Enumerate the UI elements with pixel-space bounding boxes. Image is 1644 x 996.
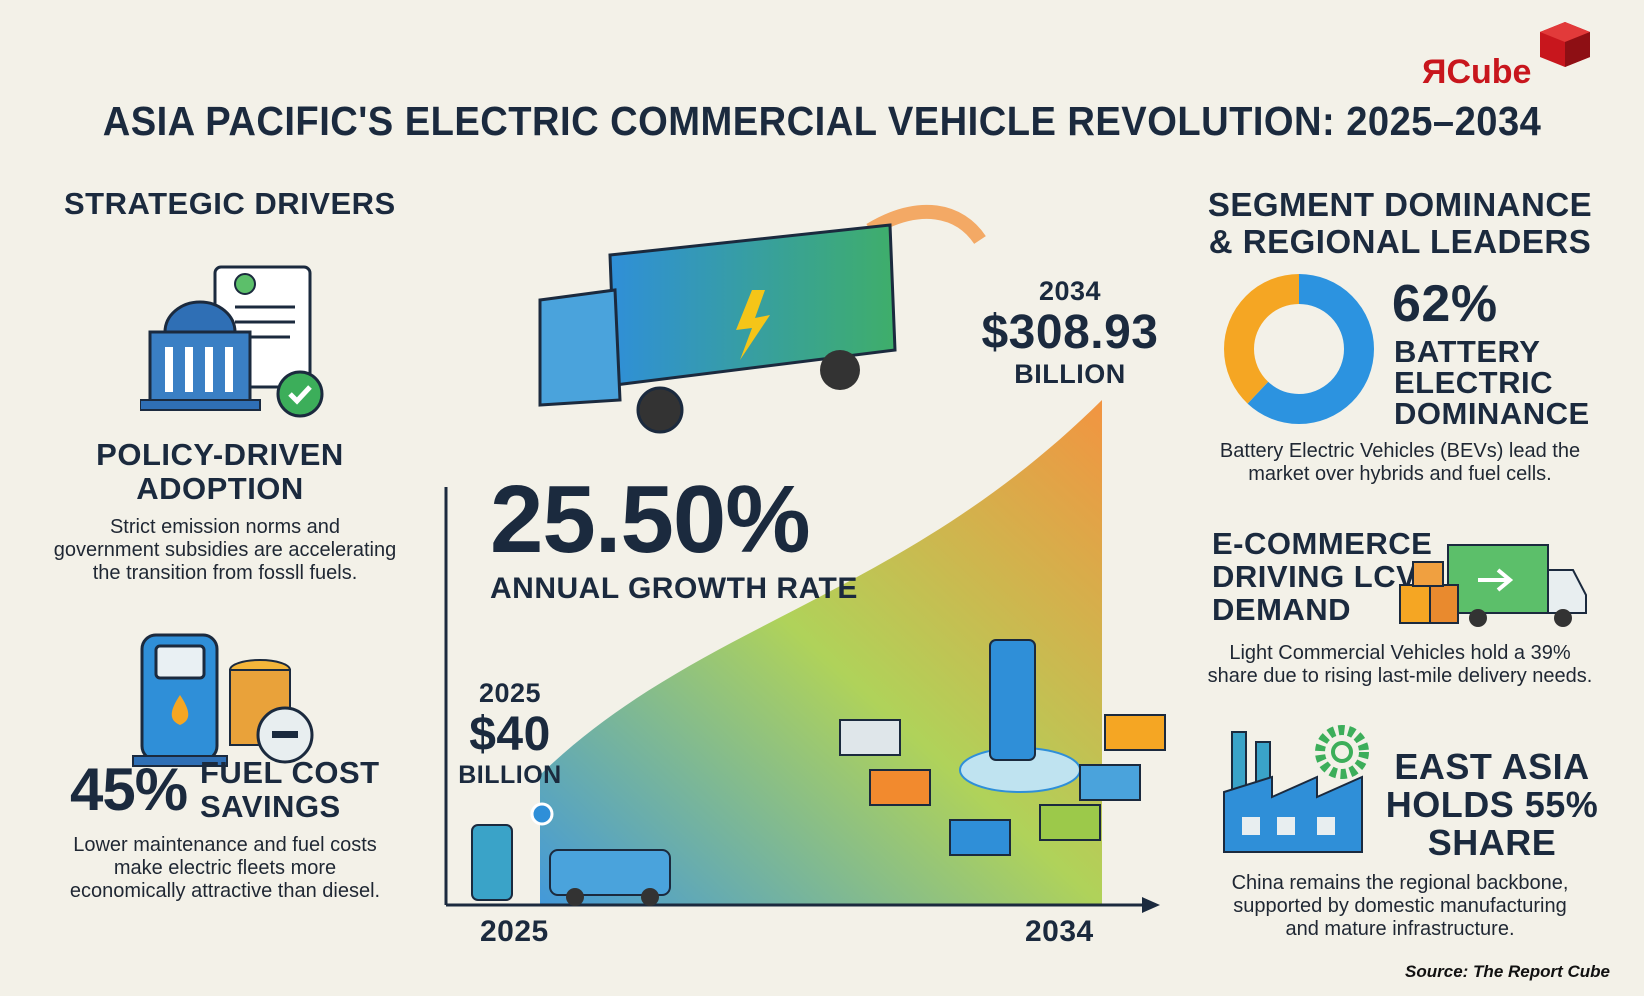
ev-charging-van-icon (471, 824, 671, 906)
segment-heading-line: & REGIONAL LEADERS (1208, 223, 1592, 260)
electric-truck-icon (538, 204, 986, 434)
fuel-text-line: make electric fleets more (113, 857, 337, 879)
bev-share-donut (1224, 274, 1374, 424)
east-asia-title-line: HOLDS 55% (1385, 784, 1599, 825)
fuel-text: Lower maintenance and fuel costs make el… (30, 834, 420, 903)
strategic-drivers-heading: STRATEGIC DRIVERS (64, 186, 396, 221)
fuel-title-line: FUEL COST (200, 755, 380, 790)
bev-label-line: DOMINANCE (1394, 396, 1590, 431)
east-asia-text-line: China remains the regional backbone, (1231, 872, 1569, 894)
donut-segment-other (1224, 274, 1374, 424)
bev-label-line: ELECTRIC (1394, 365, 1553, 400)
ecommerce-text: Light Commercial Vehicles hold a 39% sha… (1190, 642, 1610, 688)
x-axis-label-start: 2025 (480, 915, 549, 948)
ecommerce-title-line: DEMAND (1212, 592, 1352, 627)
fuel-title-line: SAVINGS (200, 789, 341, 824)
charging-hub-fleet-icon (839, 639, 1166, 856)
bev-label-line: BATTERY (1394, 334, 1541, 369)
east-asia-text: China remains the regional backbone, sup… (1190, 872, 1610, 941)
x-axis-arrow (1142, 897, 1160, 913)
delivery-truck-boxes-icon (1399, 544, 1587, 627)
east-asia-text-line: and mature infrastructure. (1285, 918, 1515, 940)
government-building-document-icon (140, 265, 324, 418)
logo-text: ЯCube (1422, 53, 1532, 91)
end-year: 2034 (1038, 276, 1102, 306)
fuel-text-line: Lower maintenance and fuel costs (73, 834, 377, 856)
policy-text-line: Strict emission norms and (109, 516, 341, 538)
segment-heading-line: SEGMENT DOMINANCE (1207, 186, 1593, 223)
start-unit: BILLION (458, 761, 562, 789)
logo: ЯCube (1420, 12, 1590, 92)
bev-label: BATTERY ELECTRIC DOMINANCE (1394, 336, 1590, 429)
east-asia-title: EAST ASIA HOLDS 55% SHARE (1382, 748, 1602, 862)
end-value-label: 2034 $308.93 BILLION (960, 276, 1180, 390)
east-asia-title-line: EAST ASIA (1394, 746, 1590, 787)
growth-rate-value: 25.50% (490, 466, 811, 573)
start-value-label: 2025 $40 BILLION (455, 678, 565, 790)
east-asia-text-line: supported by domestic manufacturing (1233, 895, 1567, 917)
ecommerce-title-line: E-COMMERCE (1212, 526, 1433, 561)
bev-text: Battery Electric Vehicles (BEVs) lead th… (1190, 440, 1610, 486)
growth-rate-label: ANNUAL GROWTH RATE (490, 572, 858, 605)
ecommerce-title: E-COMMERCE DRIVING LCV DEMAND (1212, 527, 1432, 626)
bev-text-line: market over hybrids and fuel cells. (1248, 463, 1552, 485)
policy-text-line: government subsidies are accelerating (53, 539, 397, 561)
fuel-pump-coins-minus-icon (132, 633, 314, 767)
fuel-savings-percent: 45% (70, 756, 188, 823)
policy-text-line: the transition from fossll fuels. (92, 562, 358, 584)
end-unit: BILLION (1014, 359, 1126, 389)
policy-title-line: POLICY-DRIVEN (96, 437, 344, 472)
fuel-text-line: economically attractive than diesel. (69, 880, 381, 902)
bev-percent: 62% (1392, 275, 1498, 333)
east-asia-title-line: SHARE (1427, 822, 1557, 863)
fuel-savings-title: FUEL COST SAVINGS (200, 756, 380, 824)
policy-title: POLICY-DRIVEN ADOPTION (60, 438, 380, 506)
end-value: $308.93 (981, 306, 1159, 359)
policy-text: Strict emission norms and government sub… (30, 516, 420, 585)
policy-title-line: ADOPTION (136, 471, 304, 506)
start-value: $40 (469, 708, 551, 761)
bev-text-line: Battery Electric Vehicles (BEVs) lead th… (1219, 440, 1581, 462)
ecommerce-text-line: share due to rising last-mile delivery n… (1207, 665, 1593, 687)
ecommerce-text-line: Light Commercial Vehicles hold a 39% (1229, 642, 1571, 664)
factory-gear-icon (1223, 725, 1369, 853)
page-title: ASIA PACIFIC'S ELECTRIC COMMERCIAL VEHIC… (102, 98, 1542, 144)
start-year: 2025 (478, 678, 542, 708)
segment-heading: SEGMENT DOMINANCE & REGIONAL LEADERS (1200, 186, 1600, 260)
source-note: Source: The Report Cube (1405, 962, 1610, 981)
x-axis-label-end: 2034 (1025, 915, 1094, 948)
start-point (530, 802, 554, 826)
growth-area (540, 400, 1102, 905)
logo-cube-icon (1540, 22, 1590, 67)
ecommerce-title-line: DRIVING LCV (1212, 559, 1418, 594)
